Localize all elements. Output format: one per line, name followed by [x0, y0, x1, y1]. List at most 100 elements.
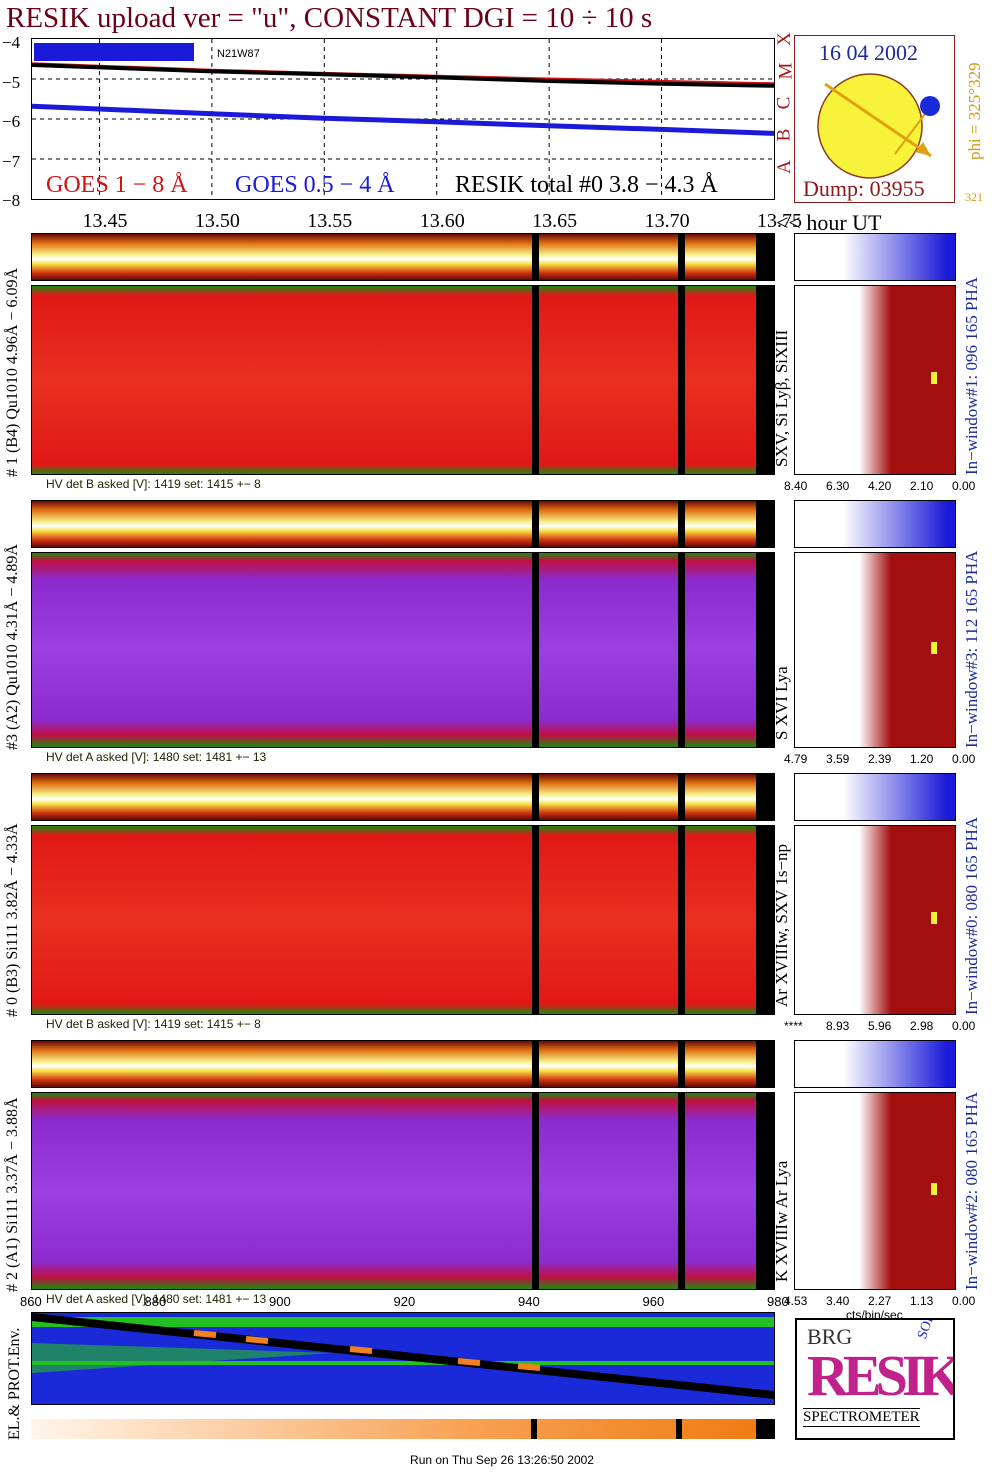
- phi-arrow-line: [824, 82, 932, 158]
- detector-2-spectrogram: [31, 825, 775, 1015]
- detector-0-pha-top: [794, 233, 956, 281]
- bottom-axis-tick: 980: [767, 1294, 789, 1309]
- time-tick: 13.45: [82, 210, 128, 232]
- goes-class-letter: B: [773, 128, 795, 142]
- detector-2-pha-top: [794, 773, 956, 821]
- goes-series-1: [32, 103, 774, 136]
- env-strip-gap: [756, 1419, 775, 1439]
- data-gap-stripe: [532, 1041, 539, 1087]
- panel-edge: [756, 1041, 774, 1087]
- env-track-segment: [245, 1336, 269, 1344]
- env-green-band-2: [32, 1361, 774, 1365]
- panel-edge: [756, 826, 774, 1014]
- data-gap-stripe: [678, 234, 685, 280]
- detector-1-spectrogram: [31, 552, 775, 748]
- detector-1-line-label: S XVI Lya: [772, 666, 791, 740]
- detector-1-pha-tick: 0.00: [952, 752, 976, 766]
- detector-0-pha-tick: 0.00: [952, 479, 976, 493]
- detector-2-profile: [31, 773, 775, 821]
- environment-strip: [31, 1419, 775, 1439]
- sun-disk-svg: [817, 73, 940, 179]
- active-region-marker: [920, 96, 940, 116]
- panel-edge: [756, 553, 774, 747]
- goes-class-letter: X: [773, 32, 795, 46]
- detector-0-hv-label: HV det B asked [V]: 1419 set: 1415 +− 8: [46, 477, 261, 491]
- detector-3-line-label: K XVIIIw Ar Lya: [772, 1160, 791, 1282]
- detector-1-pha-tick: 3.59: [826, 752, 850, 766]
- data-gap-stripe: [678, 286, 685, 474]
- detector-2-pha-tick: 2.98: [910, 1019, 934, 1033]
- data-gap-stripe: [678, 501, 685, 547]
- env-strip-gap: [531, 1419, 537, 1439]
- detector-3-pha-tick: 3.40: [826, 1294, 850, 1308]
- bottom-axis-tick: 960: [642, 1294, 665, 1309]
- goes-position-bar: [34, 43, 194, 61]
- environment-label: EL.& PROT.Env.: [6, 1327, 23, 1440]
- detector-1-pha-label: In−window#3: 112 165 PHA: [962, 550, 981, 748]
- panel-edge: [756, 774, 774, 820]
- goes-y-tick: −8: [2, 191, 21, 210]
- phi-arrow-head: [915, 142, 931, 156]
- detector-0-pha-tick: 4.20: [868, 479, 892, 493]
- time-axis-suffix: << hour UT: [776, 210, 882, 235]
- sun-position-box: 16 04 2002 Dump: 03955: [794, 35, 955, 203]
- bottom-axis-tick: 880: [144, 1294, 167, 1309]
- data-gap-stripe: [532, 774, 539, 820]
- data-gap-stripe: [532, 553, 539, 747]
- detector-2-pha-hist: [794, 825, 956, 1015]
- data-gap-stripe: [532, 501, 539, 547]
- detector-0-profile: [31, 233, 775, 281]
- logo-spectrometer: SPECTROMETER: [803, 1408, 920, 1427]
- detector-2-pha-tick: 8.93: [826, 1019, 850, 1033]
- sun-date: 16 04 2002: [819, 40, 918, 65]
- pha-window-marker: [931, 372, 937, 385]
- data-gap-stripe: [678, 553, 685, 747]
- pha-window-marker: [931, 1183, 937, 1196]
- time-tick: 13.50: [194, 210, 240, 232]
- panel-edge: [756, 501, 774, 547]
- environment-svg: [32, 1313, 774, 1404]
- time-tick: 13.55: [307, 210, 353, 232]
- resik-logo: BRG RESIK SOLAR SPECTROMETER: [795, 1318, 955, 1440]
- goes-series-2: [32, 63, 774, 88]
- goes-bar-label: N21W87: [217, 48, 260, 60]
- detector-1-left-label: #3 (A2) Qu1010 4.31Å − 4.89Å: [4, 544, 21, 750]
- bottom-axis-tick: 940: [518, 1294, 540, 1309]
- dump-number: Dump: 03955: [803, 176, 925, 201]
- detector-3-pha-top: [794, 1040, 956, 1088]
- time-tick: 13.70: [644, 210, 690, 232]
- detector-0-pha-tick: 8.40: [784, 479, 808, 493]
- legend-goes-red: GOES 1 − 8 Å: [46, 172, 188, 198]
- logo-brg: BRG: [807, 1324, 853, 1349]
- phi-label: phi = 325°329: [965, 62, 984, 160]
- env-track-segment: [193, 1330, 217, 1338]
- detector-2-pha-tick: 5.96: [868, 1019, 892, 1033]
- environment-strip-svg: [31, 1419, 775, 1439]
- time-tick: 13.60: [419, 210, 465, 232]
- goes-lightcurve-plot: N21W87: [31, 38, 775, 200]
- panel-edge: [756, 234, 774, 280]
- detector-1-pha-tick: 1.20: [910, 752, 934, 766]
- data-gap-stripe: [532, 234, 539, 280]
- logo-resik: RESIK: [807, 1343, 955, 1408]
- detector-3-pha-tick: 2.27: [868, 1294, 892, 1308]
- detector-2-line-label: Ar XVIIIw, SXV 1s−np: [772, 843, 791, 1007]
- detector-3-pha-label: In−window#2: 080 165 PHA: [962, 1091, 981, 1290]
- env-green-wedge: [32, 1343, 332, 1373]
- detector-1-pha-tick: 4.79: [784, 752, 808, 766]
- detector-0-pha-label: In−window#1: 096 165 PHA: [962, 276, 981, 475]
- detector-0-spectrogram: [31, 285, 775, 475]
- detector-0-left-label: # 1 (B4) Qu1010 4.96Å − 6.09Å: [4, 267, 21, 477]
- environment-plot: [31, 1312, 775, 1405]
- detector-3-pha-hist: [794, 1092, 956, 1290]
- detector-3-pha-tick: 0.00: [952, 1294, 976, 1308]
- detector-3-spectrogram: [31, 1092, 775, 1290]
- detector-3-pha-tick: 4.53: [784, 1294, 808, 1308]
- data-gap-stripe: [678, 1041, 685, 1087]
- env-track-segment: [457, 1358, 481, 1366]
- detector-0-line-label: SXV, Si Lyβ, SiXIII: [772, 329, 791, 467]
- detector-1-pha-tick: 2.39: [868, 752, 892, 766]
- bottom-axis-tick: 900: [269, 1294, 291, 1309]
- bottom-axis-tick: 920: [393, 1294, 416, 1309]
- goes-y-tick: −5: [2, 72, 21, 92]
